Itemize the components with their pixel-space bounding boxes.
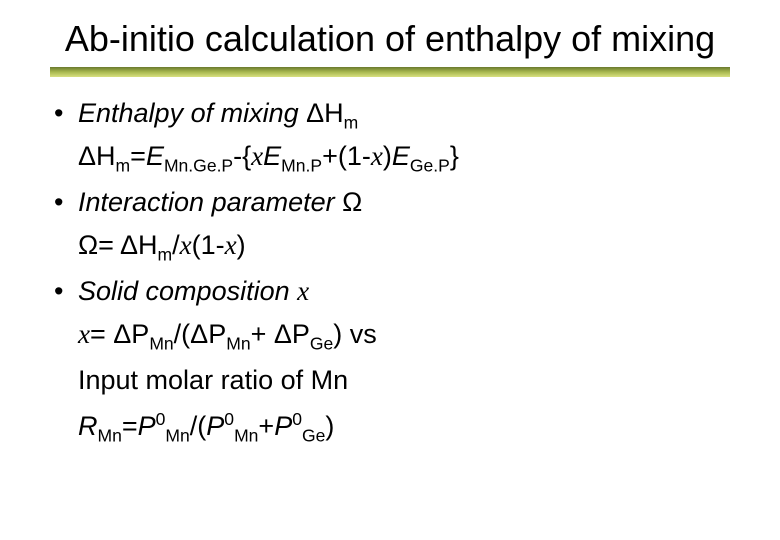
h-symbol: H: [324, 98, 344, 128]
bullet-3-formula-b: RMn=P0Mn/(P0Mn+P0Ge): [50, 408, 730, 444]
bullet-1-formula: ΔHm=EMn.Ge.P-{xEMn.P+(1-x)EGe.P}: [50, 138, 730, 174]
text: Enthalpy of mixing: [78, 98, 306, 128]
f: R: [78, 411, 98, 441]
f: Ω= ΔH: [78, 230, 158, 260]
text: Interaction parameter: [78, 187, 342, 217]
f: m: [116, 155, 131, 175]
delta-symbol: Δ: [306, 98, 324, 128]
f: x: [78, 319, 90, 349]
f: x: [371, 141, 383, 171]
f: ): [325, 411, 334, 441]
f: Mn.Ge.P: [164, 155, 233, 175]
f: Ge.P: [410, 155, 450, 175]
f: E: [263, 141, 281, 171]
f: Ge: [310, 333, 333, 353]
bullet-2: • Interaction parameter Ω: [50, 184, 730, 220]
bullet-3-line2: Input molar ratio of Mn: [50, 362, 730, 398]
f: ): [333, 319, 350, 349]
f: }: [450, 141, 459, 171]
f: Mn: [149, 333, 173, 353]
bullet-2-formula: Ω= ΔHm/x(1-x): [50, 227, 730, 263]
omega-symbol: Ω: [342, 187, 362, 217]
f: m: [158, 244, 173, 264]
f: /: [172, 230, 180, 260]
f: Mn: [226, 333, 250, 353]
f: Mn: [165, 426, 189, 446]
f: E: [146, 141, 164, 171]
f: -{: [233, 141, 251, 171]
bullet-2-label: Interaction parameter Ω: [78, 187, 362, 217]
f: =: [122, 411, 138, 441]
bullet-3: • Solid composition x: [50, 273, 730, 309]
f: x: [225, 230, 237, 260]
f: = ΔP: [90, 319, 149, 349]
f: P: [138, 411, 156, 441]
bullet-dot: •: [54, 95, 63, 131]
title-divider: [50, 67, 730, 77]
bullet-1: • Enthalpy of mixing ΔHm: [50, 95, 730, 131]
f: x: [180, 230, 192, 260]
f: 0: [292, 409, 302, 429]
f: + ΔP: [251, 319, 310, 349]
f: x: [251, 141, 263, 171]
f: ): [383, 141, 392, 171]
x-var: x: [297, 276, 309, 306]
bullet-3-formula-a: x= ΔPMn/(ΔPMn+ ΔPGe) vs: [50, 316, 730, 352]
f: P: [274, 411, 292, 441]
vs-text: vs: [350, 319, 377, 349]
f: ): [237, 230, 246, 260]
f: /(: [190, 411, 207, 441]
f: E: [392, 141, 410, 171]
slide: Ab-initio calculation of enthalpy of mix…: [0, 0, 780, 540]
f: 0: [224, 409, 234, 429]
f: Ge: [302, 426, 325, 446]
bullet-dot: •: [54, 184, 63, 220]
bullet-1-label: Enthalpy of mixing ΔHm: [78, 98, 358, 128]
f: (1-: [192, 230, 225, 260]
f: 0: [156, 409, 166, 429]
bullet-3-label: Solid composition x: [78, 276, 309, 306]
f: /(ΔP: [174, 319, 227, 349]
f: P: [206, 411, 224, 441]
f: ΔH: [78, 141, 116, 171]
f: +: [258, 411, 274, 441]
text: Solid composition: [78, 276, 297, 306]
slide-content: • Enthalpy of mixing ΔHm ΔHm=EMn.Ge.P-{x…: [50, 95, 730, 445]
f: +(1-: [322, 141, 371, 171]
f: Mn: [234, 426, 258, 446]
sub-m: m: [344, 113, 359, 133]
slide-title: Ab-initio calculation of enthalpy of mix…: [50, 18, 730, 59]
f: Mn: [98, 426, 122, 446]
f: Mn.P: [281, 155, 322, 175]
f: =: [130, 141, 146, 171]
bullet-dot: •: [54, 273, 63, 309]
